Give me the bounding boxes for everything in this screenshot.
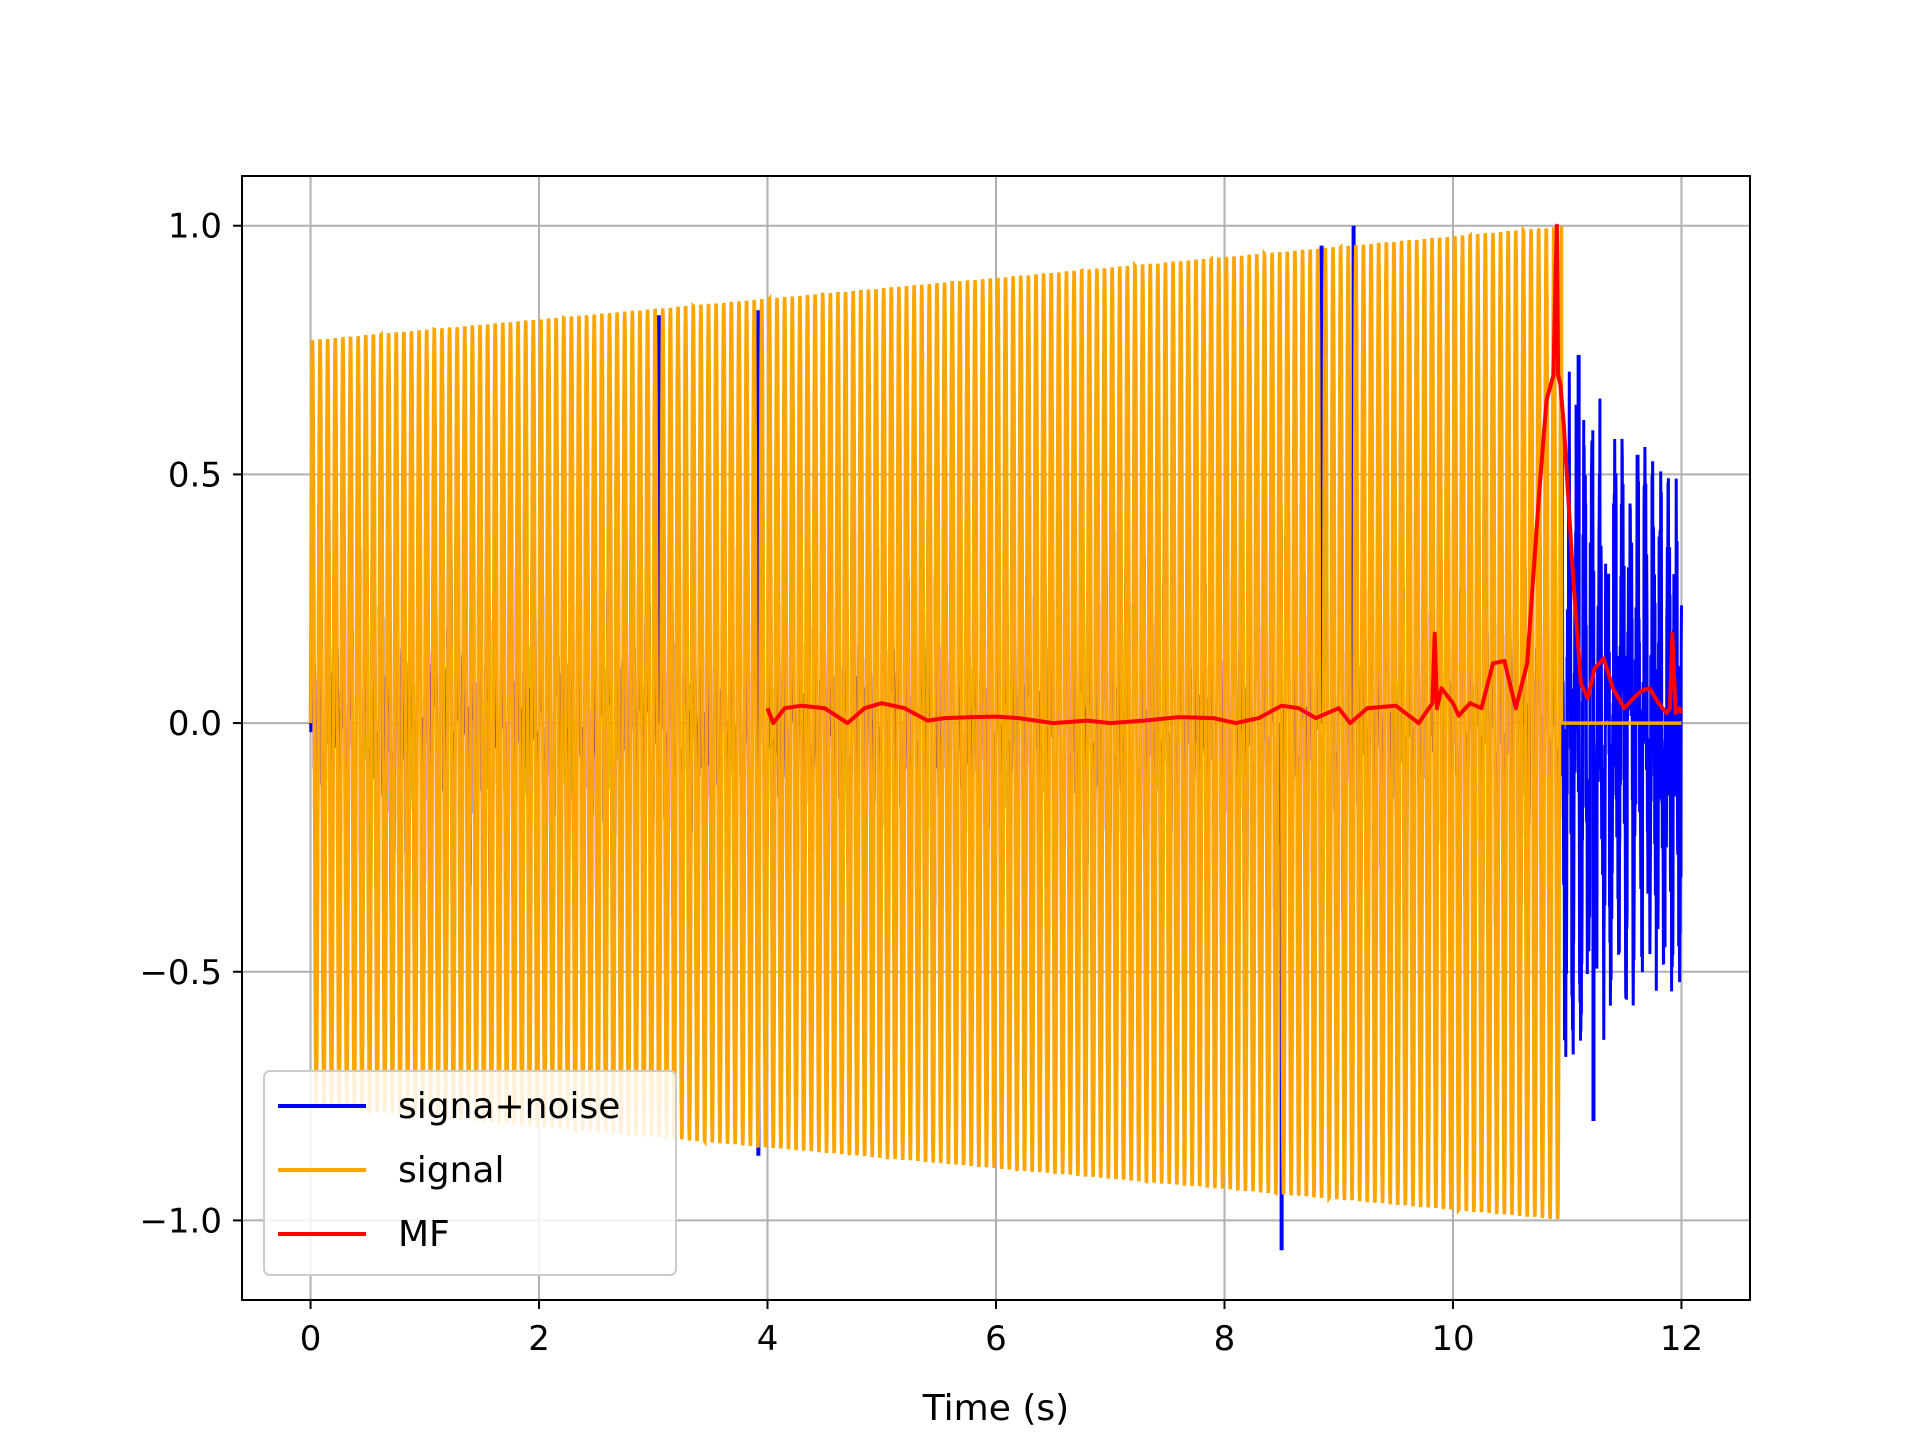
x-tick-label: 8	[1214, 1319, 1236, 1359]
y-tick-label: 0.5	[168, 455, 222, 495]
series-signal-line	[308, 224, 1682, 1220]
legend-label: MF	[398, 1214, 450, 1255]
plot-area	[308, 223, 1684, 1251]
x-tick-label: 4	[757, 1319, 779, 1359]
y-axis: 1.0 0.5 0.0 −0.5 −1.0	[139, 207, 242, 1241]
x-tick-label: 6	[985, 1319, 1007, 1359]
x-tick-label: 10	[1431, 1319, 1474, 1359]
x-tick-label: 0	[300, 1319, 322, 1359]
x-tick-label: 2	[528, 1319, 550, 1359]
x-axis: 0 2 4 6 8 10 12	[300, 1300, 1703, 1359]
y-tick-label: 1.0	[168, 207, 222, 247]
legend-box	[263, 1070, 677, 1276]
y-tick-label: 0.0	[168, 704, 222, 744]
legend-label: signa+noise	[398, 1086, 620, 1127]
x-axis-title: Time (s)	[922, 1388, 1069, 1429]
x-tick-label: 12	[1660, 1319, 1703, 1359]
legend-label: signal	[398, 1150, 505, 1191]
y-tick-label: −1.0	[139, 1201, 222, 1241]
series-layer	[308, 223, 1684, 1251]
series-mf-line	[765, 223, 1684, 726]
legend: signa+noise signal MF	[263, 1070, 677, 1276]
y-tick-label: −0.5	[139, 953, 222, 993]
